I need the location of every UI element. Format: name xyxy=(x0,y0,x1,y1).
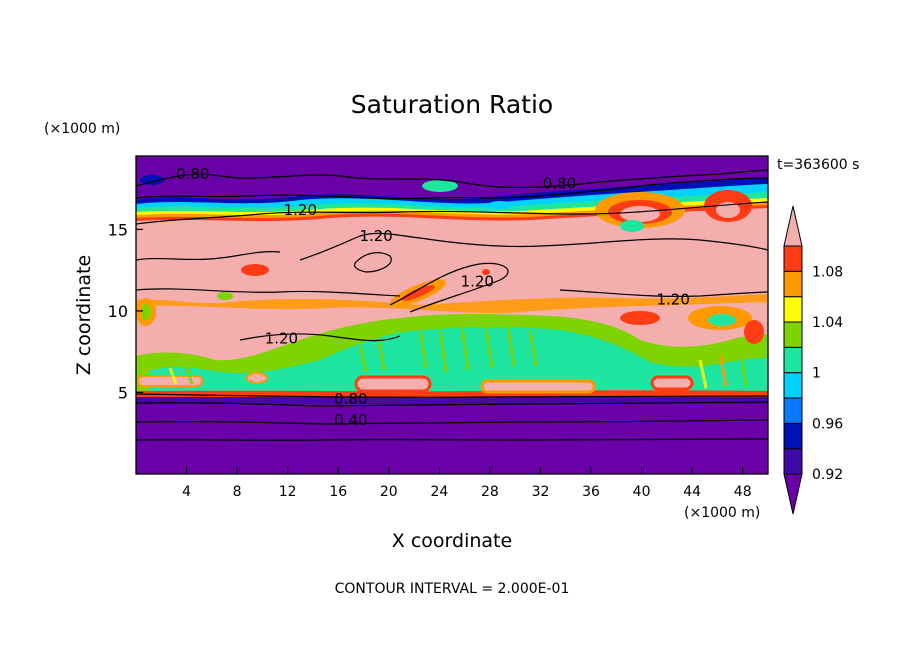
footer-contour-interval: CONTOUR INTERVAL = 2.000E-01 xyxy=(335,581,570,597)
x-tick-label-11: 48 xyxy=(734,484,752,500)
x-axis-ticks: 4 8 12 16 20 24 28 32 36 40 44 48 xyxy=(182,467,752,500)
contour-label-1: 0.80 xyxy=(543,175,576,193)
pocket-5 xyxy=(246,372,268,384)
ur-patch-pink xyxy=(620,206,660,222)
colorbar-box-4 xyxy=(783,346,803,374)
ur-patch-2-core xyxy=(716,202,740,218)
cloud-region-teal xyxy=(150,327,768,398)
contour-label-5: 1.20 xyxy=(656,291,689,309)
top-cyan-blob xyxy=(422,180,458,192)
y-axis-label: Z coordinate xyxy=(73,255,95,375)
colorbar-box-5 xyxy=(783,321,803,348)
contour-labels: 0.80 0.80 1.20 1.20 1.20 1.20 1.20 0.80 0.40 xyxy=(176,165,690,429)
x-tick-label-0: 4 xyxy=(182,484,191,500)
contour-label-4: 1.20 xyxy=(461,273,494,291)
cloud-base-lilac xyxy=(136,397,768,404)
y-units-label: (×1000 m) xyxy=(44,121,120,137)
colorbar-box-6 xyxy=(783,296,803,323)
chart-title: Saturation Ratio xyxy=(351,90,553,119)
colorbar-box-3 xyxy=(783,372,803,399)
plot-area: 0.80 0.80 1.20 1.20 1.20 1.20 1.20 0.80 0.40 xyxy=(136,156,768,474)
colorbar: 0.92 0.96 1 1.04 1.08 xyxy=(783,205,843,515)
colorbar-box-1 xyxy=(783,422,803,450)
x-axis-label: X coordinate xyxy=(392,530,512,552)
contour-label-0: 0.80 xyxy=(176,165,209,183)
colorbar-label-3: 1.04 xyxy=(812,315,843,331)
blob-3 xyxy=(217,292,233,300)
time-label: t=363600 s xyxy=(777,157,859,173)
y-axis-ticks: 5 10 15 xyxy=(108,220,143,402)
contour-lines xyxy=(136,169,768,441)
pocket-3 xyxy=(650,375,694,391)
colorbar-box-0 xyxy=(783,448,803,475)
contour-label-8: 0.40 xyxy=(334,411,367,429)
x-tick-label-8: 36 xyxy=(582,484,600,500)
x-tick-label-1: 8 xyxy=(233,484,242,500)
top-blue-blob xyxy=(140,175,164,185)
blob-1-core xyxy=(401,285,435,301)
top-blue-blob-2 xyxy=(488,201,512,209)
blob-9 xyxy=(620,311,660,325)
x-tick-label-3: 16 xyxy=(329,484,347,500)
colorbar-box-8 xyxy=(783,245,803,272)
colorbar-top-arrow xyxy=(783,205,803,247)
blob-8 xyxy=(708,314,736,326)
x-tick-label-2: 12 xyxy=(279,484,297,500)
colorbar-label-0: 0.92 xyxy=(812,467,843,483)
colorbar-label-4: 1.08 xyxy=(812,264,843,280)
contour-label-6: 1.20 xyxy=(265,330,298,348)
blob-6 xyxy=(141,304,151,320)
x-tick-label-4: 20 xyxy=(380,484,398,500)
x-tick-label-9: 40 xyxy=(633,484,651,500)
y-tick-label-2: 15 xyxy=(108,220,128,239)
colorbar-label-2: 1 xyxy=(812,366,821,382)
y-tick-label-0: 5 xyxy=(118,383,128,402)
x-tick-label-10: 44 xyxy=(683,484,701,500)
cloud-base-purple xyxy=(136,397,768,474)
x-tick-label-7: 32 xyxy=(532,484,550,500)
contour-label-2: 1.20 xyxy=(284,201,317,219)
colorbar-bottom-arrow xyxy=(783,473,803,515)
contour-label-3: 1.20 xyxy=(359,227,392,245)
plot-frame xyxy=(135,155,769,475)
contour-label-7: 0.80 xyxy=(334,390,367,408)
ur-patch-cyan xyxy=(620,220,644,232)
blob-10 xyxy=(744,320,764,344)
blob-2 xyxy=(241,264,269,276)
pocket-1 xyxy=(354,375,432,393)
colorbar-label-1: 0.96 xyxy=(812,416,843,432)
colorbar-box-7 xyxy=(783,270,803,298)
blob-4 xyxy=(482,269,490,275)
y-tick-label-1: 10 xyxy=(108,302,128,321)
x-tick-label-5: 24 xyxy=(430,484,448,500)
x-units-label: (×1000 m) xyxy=(684,505,760,521)
pocket-4 xyxy=(137,375,203,387)
colorbar-box-2 xyxy=(783,397,803,424)
pocket-2 xyxy=(480,379,596,394)
x-tick-label-6: 28 xyxy=(481,484,499,500)
cloud-streaks xyxy=(168,327,748,389)
